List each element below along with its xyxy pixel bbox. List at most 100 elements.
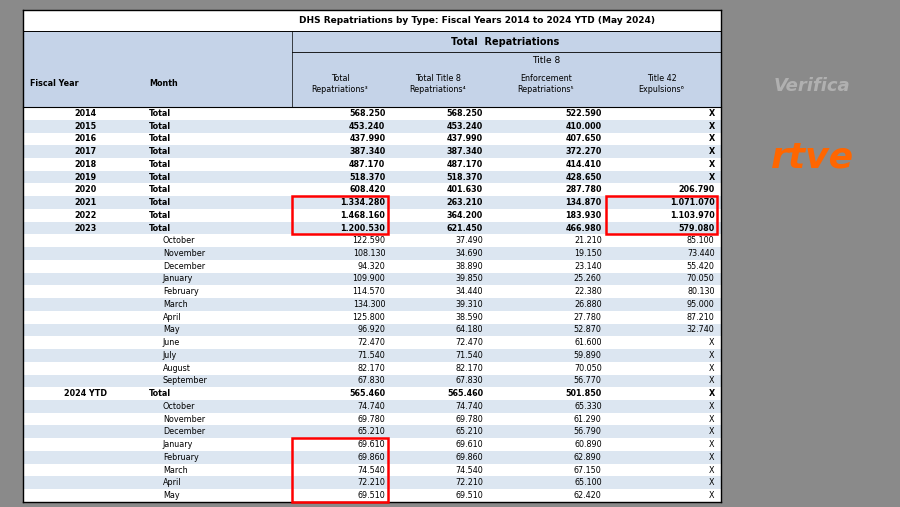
Text: rtve: rtve	[770, 140, 854, 174]
Text: 414.410: 414.410	[565, 160, 601, 169]
Text: 85.100: 85.100	[687, 236, 715, 245]
Text: December: December	[163, 427, 205, 437]
Text: Total: Total	[149, 172, 171, 182]
Text: Total: Total	[149, 134, 171, 143]
Text: Total: Total	[149, 389, 171, 398]
Text: 82.170: 82.170	[455, 364, 483, 373]
Text: Total: Total	[149, 211, 171, 220]
Bar	[23, 31, 721, 107]
Text: 70.050: 70.050	[687, 274, 715, 283]
Text: 2014: 2014	[75, 109, 96, 118]
Text: 26.880: 26.880	[574, 300, 601, 309]
Bar	[23, 464, 721, 477]
Text: 2018: 2018	[75, 160, 96, 169]
Bar	[23, 387, 721, 400]
Bar	[23, 222, 721, 234]
Text: 518.370: 518.370	[446, 172, 483, 182]
Text: X: X	[709, 427, 715, 437]
Text: 59.890: 59.890	[574, 351, 601, 360]
Text: 364.200: 364.200	[446, 211, 483, 220]
Text: 263.210: 263.210	[446, 198, 483, 207]
Text: 65.210: 65.210	[357, 427, 385, 437]
Text: X: X	[709, 338, 715, 347]
Text: 62.420: 62.420	[574, 491, 601, 500]
Text: 71.540: 71.540	[455, 351, 483, 360]
Text: 64.180: 64.180	[455, 325, 483, 335]
Text: 60.890: 60.890	[574, 440, 601, 449]
Text: 19.150: 19.150	[574, 249, 601, 258]
Text: 39.850: 39.850	[455, 274, 483, 283]
Text: 568.250: 568.250	[446, 109, 483, 118]
Text: 72.470: 72.470	[455, 338, 483, 347]
Text: Title 42
Expulsions⁶: Title 42 Expulsions⁶	[639, 74, 685, 94]
Text: 387.340: 387.340	[446, 147, 483, 156]
Text: 2015: 2015	[75, 122, 96, 131]
Text: June: June	[163, 338, 180, 347]
Text: 67.150: 67.150	[574, 465, 601, 475]
Text: 69.780: 69.780	[357, 415, 385, 424]
Bar	[23, 451, 721, 464]
Text: 22.380: 22.380	[574, 287, 601, 296]
Bar	[292, 438, 388, 502]
Text: 206.790: 206.790	[679, 186, 715, 194]
Text: 183.930: 183.930	[565, 211, 601, 220]
Text: 428.650: 428.650	[565, 172, 601, 182]
Text: 95.000: 95.000	[687, 300, 715, 309]
Bar	[23, 31, 292, 107]
Bar	[23, 234, 721, 247]
Text: Total
Repatriations³: Total Repatriations³	[311, 74, 368, 94]
Text: X: X	[708, 147, 715, 156]
Text: 67.830: 67.830	[358, 376, 385, 385]
Text: 94.320: 94.320	[357, 262, 385, 271]
Text: 65.210: 65.210	[455, 427, 483, 437]
Text: X: X	[709, 440, 715, 449]
Bar	[292, 196, 388, 234]
Text: 70.050: 70.050	[574, 364, 601, 373]
Bar	[23, 209, 721, 222]
Text: 32.740: 32.740	[687, 325, 715, 335]
Text: August: August	[163, 364, 191, 373]
Text: 122.590: 122.590	[353, 236, 385, 245]
Text: 109.900: 109.900	[353, 274, 385, 283]
Bar	[23, 438, 721, 451]
Bar	[23, 477, 721, 489]
Bar	[23, 349, 721, 362]
Text: 56.770: 56.770	[574, 376, 601, 385]
Text: X: X	[708, 134, 715, 143]
Text: 453.240: 453.240	[349, 122, 385, 131]
Text: 134.870: 134.870	[565, 198, 601, 207]
Text: 34.440: 34.440	[455, 287, 483, 296]
Text: 73.440: 73.440	[687, 249, 715, 258]
Text: 65.330: 65.330	[574, 402, 601, 411]
Text: X: X	[709, 453, 715, 462]
Text: X: X	[709, 415, 715, 424]
Text: February: February	[163, 453, 199, 462]
Bar	[23, 425, 721, 438]
Bar	[23, 120, 721, 132]
Text: 37.490: 37.490	[455, 236, 483, 245]
Bar	[23, 285, 721, 298]
Text: 125.800: 125.800	[353, 313, 385, 322]
Text: January: January	[163, 440, 194, 449]
Bar	[23, 362, 721, 375]
Text: 82.170: 82.170	[357, 364, 385, 373]
Text: February: February	[163, 287, 199, 296]
Text: 2021: 2021	[75, 198, 96, 207]
Text: October: October	[163, 236, 195, 245]
Text: 80.130: 80.130	[687, 287, 715, 296]
Text: 56.790: 56.790	[574, 427, 601, 437]
Text: Title 8: Title 8	[532, 56, 560, 65]
Text: 67.830: 67.830	[455, 376, 483, 385]
Bar	[23, 171, 721, 184]
Text: 38.890: 38.890	[455, 262, 483, 271]
Bar	[23, 196, 721, 209]
Text: 565.460: 565.460	[349, 389, 385, 398]
Text: 487.170: 487.170	[446, 160, 483, 169]
Text: 62.890: 62.890	[574, 453, 601, 462]
Text: March: March	[163, 465, 187, 475]
Text: 69.610: 69.610	[358, 440, 385, 449]
Bar	[23, 145, 721, 158]
Text: X: X	[708, 109, 715, 118]
Text: December: December	[163, 262, 205, 271]
Text: 55.420: 55.420	[687, 262, 715, 271]
